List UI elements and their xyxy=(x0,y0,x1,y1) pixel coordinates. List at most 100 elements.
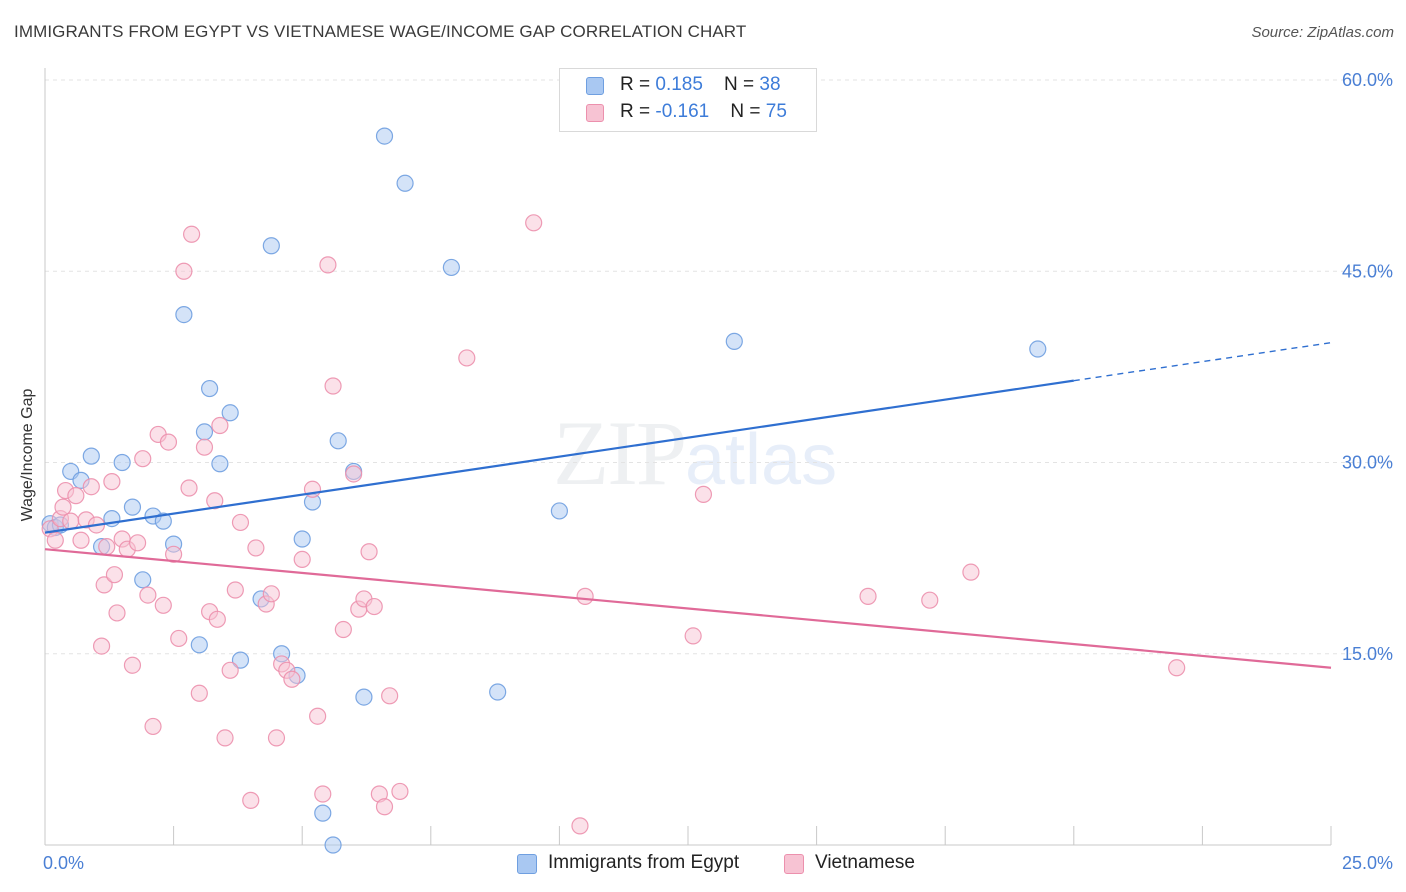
data-point-egypt xyxy=(725,332,743,350)
watermark-zip: ZIP xyxy=(553,402,687,504)
data-point-vietnamese xyxy=(391,782,409,801)
data-point-vietnamese xyxy=(921,591,939,609)
data-point-vietnamese xyxy=(293,550,311,569)
data-point-egypt xyxy=(195,423,214,441)
data-point-vietnamese xyxy=(62,512,80,530)
data-point-egypt xyxy=(231,651,250,669)
data-point-vietnamese xyxy=(319,256,337,274)
data-point-vietnamese xyxy=(576,587,594,605)
data-point-vietnamese xyxy=(123,656,142,674)
legend-n-value: 75 xyxy=(765,101,787,122)
data-point-vietnamese xyxy=(694,485,713,503)
axes xyxy=(44,68,1332,846)
data-point-vietnamese xyxy=(134,450,152,468)
legend-text-egypt: R = 0.185 N = 38 xyxy=(620,74,781,96)
data-point-vietnamese xyxy=(216,729,234,747)
data-point-vietnamese xyxy=(180,479,198,497)
data-point-vietnamese xyxy=(54,498,72,516)
data-point-egypt xyxy=(211,455,229,473)
x-tick-label: 0.0% xyxy=(43,853,84,873)
data-point-vietnamese xyxy=(183,225,201,243)
data-point-egypt xyxy=(442,258,460,277)
legend-n-label: N = xyxy=(724,74,760,95)
data-point-egypt xyxy=(489,683,507,701)
data-point-egypt xyxy=(221,404,239,422)
data-point-egypt xyxy=(154,512,172,530)
data-point-egypt xyxy=(201,379,219,398)
data-point-egypt xyxy=(82,447,100,465)
data-point-vietnamese xyxy=(72,531,90,549)
data-point-egypt xyxy=(190,636,208,654)
data-point-vietnamese xyxy=(571,817,589,835)
data-point-egypt xyxy=(324,836,342,854)
data-point-vietnamese xyxy=(46,531,64,549)
legend-swatch-egypt xyxy=(586,77,604,95)
data-point-vietnamese xyxy=(98,538,116,556)
data-point-vietnamese xyxy=(165,545,183,563)
tick-labels: 15.0% 30.0% 45.0% 60.0% 0.0% 25.0% xyxy=(43,70,1393,873)
data-point-egypt xyxy=(262,237,280,255)
trend-line-vietnamese xyxy=(44,548,1332,669)
data-point-vietnamese xyxy=(684,627,702,645)
series-swatch-vietnamese xyxy=(784,854,804,874)
legend-r-label: R = xyxy=(620,74,656,95)
y-tick-label: 15.0% xyxy=(1342,644,1393,664)
data-point-vietnamese xyxy=(170,629,188,648)
data-point-vietnamese xyxy=(247,539,265,557)
data-point-vietnamese xyxy=(92,637,111,655)
trend-lines xyxy=(44,341,1332,669)
data-point-vietnamese xyxy=(309,707,327,725)
data-point-vietnamese xyxy=(103,473,121,491)
source-credit: Source: ZipAtlas.com xyxy=(1251,24,1394,41)
data-point-egypt xyxy=(175,306,193,324)
legend-n-label: N = xyxy=(730,101,766,122)
data-point-vietnamese xyxy=(375,798,394,816)
legend-swatch-vietnamese xyxy=(586,104,604,122)
legend-r-label: R = xyxy=(620,101,656,122)
data-point-vietnamese xyxy=(859,587,877,605)
series-label-vietnamese: Vietnamese xyxy=(815,852,915,873)
data-point-vietnamese xyxy=(226,581,244,599)
data-point-vietnamese xyxy=(175,262,193,280)
trend-line-extension-egypt xyxy=(1073,341,1332,382)
data-point-egypt xyxy=(134,571,152,589)
data-point-vietnamese xyxy=(108,604,126,622)
series-label-egypt: Immigrants from Egypt xyxy=(548,852,740,873)
correlation-legend: R = 0.185 N = 38 R = -0.161 N = 75 xyxy=(559,68,817,132)
data-point-vietnamese xyxy=(314,785,332,803)
data-point-vietnamese xyxy=(283,670,301,688)
data-point-vietnamese xyxy=(195,438,214,456)
data-point-egypt xyxy=(314,804,332,822)
data-point-vietnamese xyxy=(144,717,162,736)
data-point-egypt xyxy=(1029,340,1047,358)
legend-r-value: -0.161 xyxy=(655,101,710,122)
data-point-vietnamese xyxy=(267,729,286,747)
data-point-vietnamese xyxy=(206,492,224,510)
data-point-vietnamese xyxy=(324,377,342,395)
data-point-vietnamese xyxy=(345,465,363,483)
data-point-egypt xyxy=(329,432,347,450)
data-point-vietnamese xyxy=(105,566,124,584)
data-point-egypt xyxy=(293,530,311,548)
data-point-vietnamese xyxy=(458,349,476,367)
legend-n-value: 38 xyxy=(759,74,781,95)
data-point-egypt xyxy=(550,502,569,520)
data-point-vietnamese xyxy=(365,597,383,616)
legend-r-value: 0.185 xyxy=(655,74,703,95)
y-tick-label: 30.0% xyxy=(1342,453,1393,473)
data-points xyxy=(41,127,1186,854)
series-swatch-egypt xyxy=(517,854,537,874)
data-point-egypt xyxy=(355,688,373,706)
data-point-vietnamese xyxy=(962,563,980,581)
data-point-vietnamese xyxy=(159,433,178,451)
y-tick-label: 60.0% xyxy=(1342,70,1393,90)
trend-line-egypt xyxy=(44,379,1074,534)
x-tick-label: 25.0% xyxy=(1342,853,1393,873)
data-point-vietnamese xyxy=(262,585,280,603)
data-point-vietnamese xyxy=(208,610,226,628)
data-point-vietnamese xyxy=(360,543,378,561)
data-point-vietnamese xyxy=(128,534,147,552)
data-point-vietnamese xyxy=(154,596,172,614)
data-point-egypt xyxy=(375,127,394,145)
